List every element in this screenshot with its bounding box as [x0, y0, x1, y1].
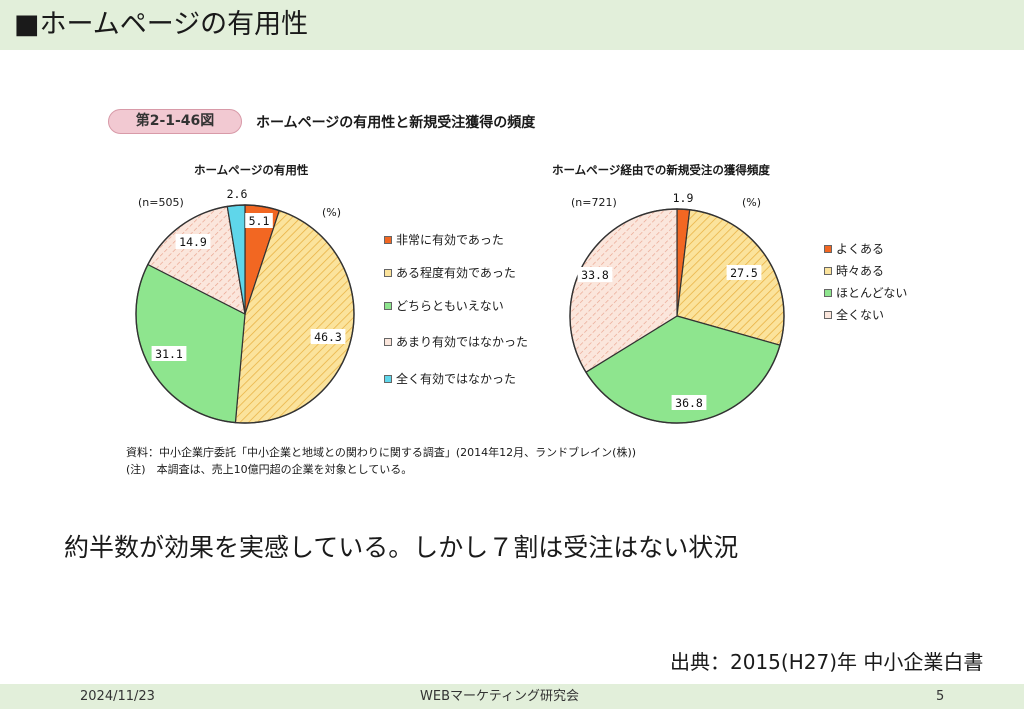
legend-label: ほとんどない — [836, 286, 908, 300]
data-label: 46.3 — [314, 330, 342, 344]
legend-swatch — [824, 288, 832, 297]
legend-item: 全くない — [824, 306, 884, 323]
footer-date: 2024/11/23 — [80, 689, 155, 704]
figure-source-note: 資料：中小企業庁委託「中小企業と地域との関わりに関する調査」(2014年12月、… — [126, 446, 637, 459]
legend-item: 時々ある — [824, 262, 884, 279]
data-label-bg — [245, 213, 273, 228]
legend-swatch — [384, 268, 392, 277]
header-bar — [0, 0, 1024, 50]
pie-chart-order-frequency: 1.9 27.5 36.8 33.8 — [569, 190, 785, 424]
legend-label: よくある — [836, 242, 885, 256]
figure-number-badge: 第2-1-46図 — [108, 109, 242, 134]
legend-swatch — [384, 374, 392, 383]
legend-item: 非常に有効であった — [384, 231, 504, 248]
legend-item: あまり有効ではなかった — [384, 333, 528, 350]
legend-label: ある程度有効であった — [396, 266, 516, 280]
data-label: 27.5 — [730, 266, 758, 280]
figure-caveat-note: (注) 本調査は、売上10億円超の企業を対象としている。 — [126, 463, 413, 476]
data-label-bg — [151, 346, 187, 361]
data-label: 14.9 — [179, 235, 207, 249]
legend-item: どちらともいえない — [384, 297, 504, 314]
legend-label: あまり有効ではなかった — [396, 335, 529, 349]
footer-page-number: 5 — [936, 689, 945, 704]
source-citation: 出典：2015(H27)年 中小企業白書 — [670, 650, 984, 674]
legend-label: どちらともいえない — [396, 299, 504, 313]
chart2-unit: (%) — [742, 196, 762, 209]
legend-item: ある程度有効であった — [384, 264, 516, 281]
data-label-bg — [175, 234, 211, 249]
data-label-bg — [223, 186, 251, 201]
pie-outline — [135, 204, 355, 424]
chart2-title: ホームページ経由での新規受注の獲得頻度 — [552, 163, 770, 177]
legend-swatch — [384, 301, 392, 310]
legend-item: ほとんどない — [824, 284, 907, 301]
chart1-title: ホームページの有用性 — [194, 163, 309, 177]
legend-item: 全く有効ではなかった — [384, 370, 516, 387]
legend-swatch — [824, 266, 832, 275]
data-label-bg — [310, 329, 346, 344]
footer-bar — [0, 684, 1024, 709]
legend-swatch — [384, 337, 392, 346]
data-label: 1.9 — [673, 191, 694, 205]
legend-swatch — [824, 310, 832, 319]
footer-organization: WEBマーケティング研究会 — [420, 689, 579, 704]
data-label-bg — [726, 265, 762, 280]
data-label: 2.6 — [227, 187, 248, 201]
chart1-sample-size: (n=505) — [138, 196, 184, 209]
legend-swatch — [824, 244, 832, 253]
legend-label: 時々ある — [836, 264, 885, 278]
data-label-bg — [577, 267, 613, 282]
conclusion-text: 約半数が効果を実感している。しかし７割は受注はない状況 — [64, 533, 739, 562]
data-label-bg — [671, 395, 707, 410]
data-label: 33.8 — [581, 268, 609, 282]
chart1-unit: (%) — [322, 206, 342, 219]
legend-label: 非常に有効であった — [396, 233, 504, 247]
legend-item: よくある — [824, 240, 884, 257]
legend-label: 全く有効ではなかった — [396, 372, 517, 386]
legend-label: 全くない — [836, 308, 885, 322]
slide-title: ■ホームページの有用性 — [14, 9, 309, 40]
chart2-sample-size: (n=721) — [571, 196, 617, 209]
data-label-bg — [669, 190, 697, 205]
legend-swatch — [384, 235, 392, 244]
data-label: 5.1 — [249, 214, 270, 228]
pie-chart-usefulness: 5.1 46.3 31.1 14.9 2.6 — [135, 186, 355, 424]
data-label: 31.1 — [155, 347, 183, 361]
data-label: 36.8 — [675, 396, 703, 410]
pie-outline — [569, 208, 785, 424]
figure-title: ホームページの有用性と新規受注獲得の頻度 — [256, 115, 536, 131]
